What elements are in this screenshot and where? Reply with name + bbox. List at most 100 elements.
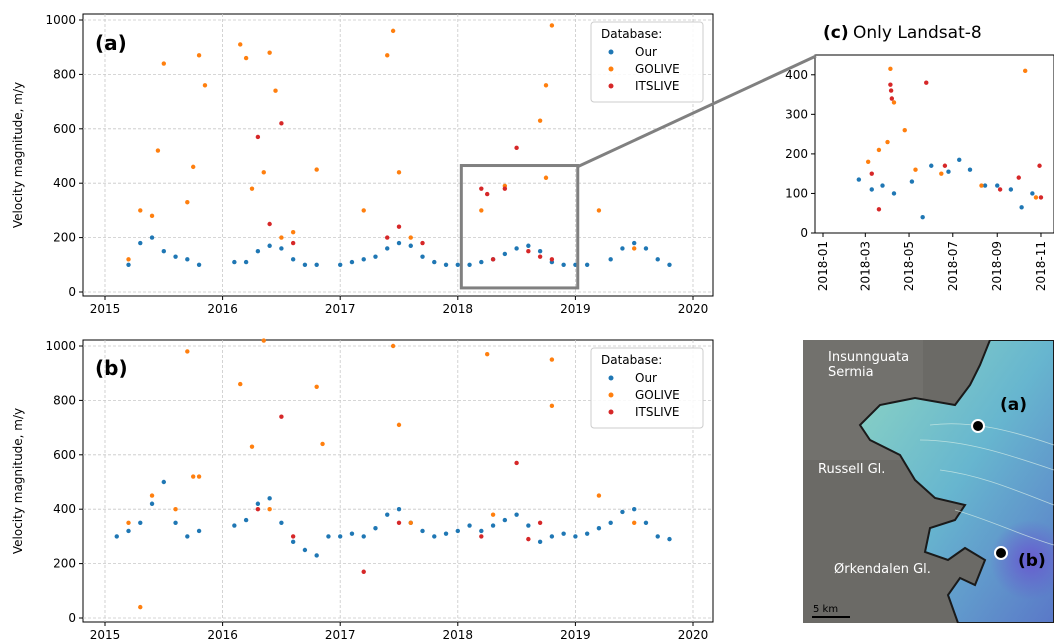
data-point-golive [196, 53, 202, 58]
data-point-golive [290, 229, 296, 235]
data-point-golive [185, 349, 190, 354]
data-point-our [161, 249, 166, 254]
data-point-our [514, 246, 519, 251]
legend-marker-golive [608, 66, 614, 72]
data-point-golive [596, 493, 602, 498]
panel-b-label: (b) [95, 356, 128, 380]
x-tick-label: 2020 [678, 302, 709, 316]
data-point-our [643, 520, 649, 525]
x-tick-label: 2017 [325, 302, 356, 316]
data-point-our [537, 539, 543, 545]
data-point-our [967, 167, 973, 172]
data-point-golive [596, 208, 602, 213]
data-point-our [432, 259, 437, 265]
data-point-itslive [876, 207, 882, 212]
data-point-our [667, 536, 672, 542]
y-tick-label: 0 [68, 285, 76, 299]
x-tick-label: 2018-01 [816, 241, 830, 291]
data-point-golive [238, 42, 243, 47]
panel-b-ylabel: Velocity magnitude, m/y [11, 408, 25, 554]
data-point-our [161, 479, 166, 485]
x-tick-label: 2020 [678, 628, 709, 642]
data-point-our [255, 249, 261, 254]
panel-a-legend: Database: Our GOLIVE ITSLIVE [590, 21, 704, 103]
data-point-itslive [549, 257, 555, 262]
data-point-golive [249, 444, 255, 449]
legend-marker-itslive [608, 83, 614, 89]
data-point-itslive [514, 460, 519, 466]
data-point-itslive [1016, 175, 1021, 180]
data-point-our [655, 257, 660, 262]
data-point-our [443, 531, 449, 536]
data-point-golive [913, 167, 918, 172]
data-point-golive [314, 384, 319, 389]
data-point-our [149, 235, 155, 240]
data-point-our [856, 177, 862, 182]
data-point-our [196, 262, 202, 267]
legend-box [590, 347, 704, 429]
data-point-our [196, 528, 202, 534]
data-point-itslive [514, 145, 519, 151]
y-tick-label: 100 [785, 186, 808, 200]
data-point-our [420, 528, 425, 534]
panel-a-points [126, 23, 672, 267]
y-tick-label: 200 [785, 147, 808, 161]
panel-a: 2015 2016 2017 2018 2019 2020 0 200 400 600 800 100… [11, 13, 714, 316]
data-point-golive [939, 171, 944, 176]
data-point-itslive [888, 88, 894, 93]
data-point-our [243, 259, 249, 265]
data-point-itslive [869, 171, 874, 176]
data-point-our [396, 507, 402, 512]
data-point-golive [485, 351, 490, 357]
data-point-itslive [502, 186, 508, 191]
data-point-itslive [942, 163, 948, 168]
x-tick-label: 2015 [90, 302, 121, 316]
panel-b-points [114, 338, 672, 610]
y-tick-label: 400 [785, 68, 808, 82]
data-point-itslive [526, 249, 531, 254]
data-point-our [526, 243, 531, 248]
data-point-itslive [479, 534, 484, 539]
panel-c-frame [814, 54, 1054, 234]
data-point-our [920, 214, 925, 220]
data-point-itslive [396, 224, 402, 229]
data-point-golive [267, 50, 272, 55]
data-point-golive [149, 213, 155, 219]
legend-title: Database: [601, 27, 662, 41]
data-point-itslive [279, 414, 284, 419]
data-point-our [126, 262, 131, 267]
data-point-our [655, 534, 660, 539]
legend-title: Database: [601, 353, 662, 367]
data-point-our [869, 187, 874, 192]
data-point-our [267, 496, 272, 501]
data-point-our [420, 254, 425, 259]
data-point-our [467, 523, 472, 528]
data-point-golive [191, 474, 196, 479]
data-point-our [173, 520, 178, 525]
data-point-golive [173, 507, 178, 512]
data-point-golive [396, 422, 402, 428]
panel-c-points [856, 66, 1044, 220]
data-point-our [267, 243, 272, 248]
y-tick-label: 400 [53, 176, 76, 190]
data-point-golive [390, 343, 396, 349]
data-point-our [443, 262, 449, 267]
data-point-golive [138, 208, 143, 213]
flow-lines [919, 423, 1054, 546]
data-point-our [946, 169, 951, 174]
data-point-golive [273, 88, 278, 93]
data-point-our [620, 509, 625, 515]
y-tick-label: 1000 [45, 13, 76, 27]
panel-b-ticks: 2015 2016 2017 2018 2019 2020 0 200 400 600 800 100… [45, 339, 708, 642]
data-point-golive [279, 235, 284, 240]
map-inset: (a) (b) Insunnguata Sermia Russell Gl. Ø… [803, 340, 1054, 623]
panel-a-ylabel: Velocity magnitude, m/y [11, 82, 25, 228]
data-point-our [349, 531, 355, 536]
data-point-our [479, 259, 484, 265]
data-point-our [549, 534, 555, 539]
data-point-our [243, 517, 249, 523]
y-tick-label: 300 [785, 107, 808, 121]
data-point-itslive [1038, 195, 1044, 200]
data-point-our [255, 501, 261, 506]
data-point-golive [537, 118, 543, 123]
